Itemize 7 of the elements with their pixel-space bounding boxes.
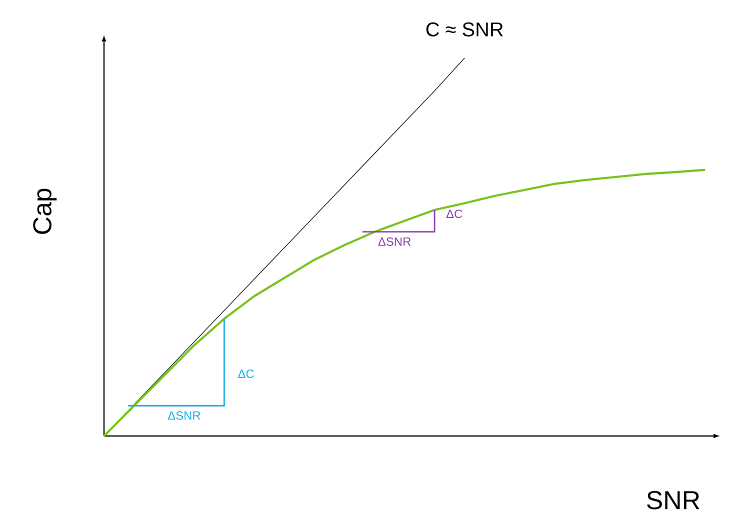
x-axis-title: SNR — [647, 490, 700, 510]
y-axis-title: Cap — [33, 188, 57, 234]
annotation: ΔC — [238, 370, 254, 378]
annotation: ΔSNR — [378, 237, 411, 246]
annotation: ΔSNR — [168, 411, 200, 420]
annotation: ΔC — [446, 210, 462, 218]
text: C ≈ SNR — [426, 22, 503, 36]
